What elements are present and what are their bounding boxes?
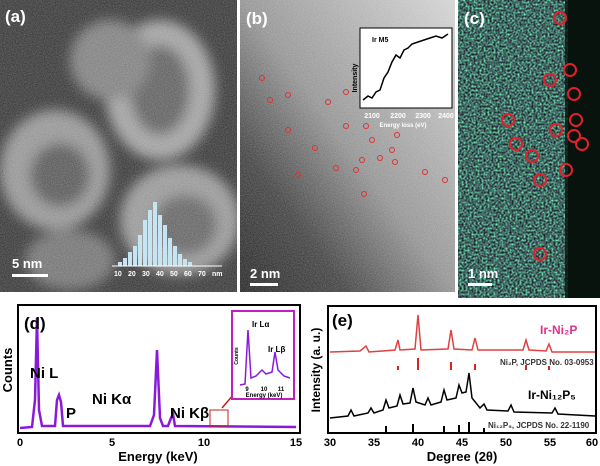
scale-bar [12, 274, 48, 277]
tick-label: nm [212, 271, 223, 278]
y-axis-label: Counts [0, 348, 15, 393]
tick-label: 45 [456, 437, 468, 449]
tick-label: 10 [114, 271, 122, 278]
tick-label: 60 [184, 271, 192, 278]
reference-sticks-ni12p5 [385, 422, 485, 432]
atom-markers [259, 75, 448, 197]
peak-label: Ni Kβ [170, 405, 209, 422]
tick-label: 50 [500, 437, 512, 449]
histogram [112, 202, 222, 267]
trace-label: Ir-Ni₁₂P₅ [528, 388, 576, 402]
peak-labels: Ni L P Ni Kα Ni Kβ [30, 365, 209, 422]
panel-label: (c) [464, 9, 485, 28]
trace-label: Ir-Ni₂P [540, 323, 577, 337]
reference-sticks-ni2p [397, 358, 550, 370]
inset-ticks: 9 10 11 [245, 387, 285, 393]
scale-bar-label: 1 nm [468, 266, 498, 281]
tick-label: 2300 [415, 113, 431, 120]
panel-label: (b) [246, 9, 268, 28]
zoom-box [209, 409, 229, 427]
tick-label: 15 [290, 437, 302, 449]
tick-label: 9 [245, 387, 249, 393]
scale-bar [250, 283, 278, 286]
atom-markers [501, 11, 589, 261]
scale-bar-label: 2 nm [250, 266, 280, 281]
x-ticks: 0 5 10 15 [17, 437, 302, 449]
eels-trace [362, 33, 449, 101]
tick-label: 10 [261, 387, 268, 393]
inset-xlabel: Energy loss (eV) [379, 123, 426, 129]
tick-label: 10 [198, 437, 210, 449]
x-axis-label: Energy (keV) [118, 449, 197, 464]
peak-label: Ir Lα [252, 320, 269, 329]
panel-label: (d) [24, 314, 46, 333]
tem-image [0, 0, 237, 292]
inset-xlabel: Energy (keV) [246, 393, 283, 399]
peak-label: Ir Lβ [268, 345, 285, 354]
tick-label: 70 [198, 271, 206, 278]
tick-label: 30 [142, 271, 150, 278]
eels-inset [359, 27, 453, 109]
image-noise [0, 0, 237, 292]
peak-label: Ni Kα [92, 391, 132, 408]
eds-spectrum [19, 317, 297, 430]
peak-label: P [66, 405, 76, 422]
inset-spectrum [239, 329, 291, 386]
scale-bar [468, 283, 492, 286]
histogram-ticks: 10 20 30 40 50 60 70 nm [114, 271, 223, 278]
tick-label: 50 [170, 271, 178, 278]
tick-label: 2100 [364, 113, 380, 120]
x-ticks: 30 35 40 45 50 55 60 [324, 437, 598, 449]
tick-label: 2400 [438, 113, 454, 120]
panel-label: (e) [332, 311, 353, 330]
reference-label: Ni₂P, JCPDS No. 03-0953 [500, 358, 594, 367]
panel-label: (a) [5, 7, 26, 26]
scale-bar-label: 5 nm [12, 256, 42, 271]
xrd-trace-ir-ni12p5 [329, 372, 596, 419]
tick-label: 11 [278, 387, 285, 393]
tick-label: 60 [586, 437, 598, 449]
tick-label: 5 [109, 437, 115, 449]
y-axis-label: Intensity (a. u.) [309, 328, 323, 413]
peak-label: Ni L [30, 365, 58, 382]
tick-label: 20 [128, 271, 136, 278]
tick-label: 40 [412, 437, 424, 449]
inset-ylabel: Intensity [352, 64, 359, 93]
tick-label: 0 [17, 437, 23, 449]
inset-title: Ir M5 [372, 37, 388, 44]
tick-label: 35 [368, 437, 380, 449]
inset-ylabel: Counts [234, 347, 240, 364]
inset-ticks: 2100 2200 2300 2400 [364, 113, 454, 120]
tick-label: 40 [156, 271, 164, 278]
tick-label: 55 [544, 437, 556, 449]
tick-label: 2200 [390, 113, 406, 120]
x-axis-label: Degree (2θ) [427, 449, 498, 464]
tick-label: 30 [324, 437, 336, 449]
reference-label: Ni₁₂P₅, JCPDS No. 22-1190 [488, 421, 590, 430]
xrd-trace-ir-ni2p [329, 314, 595, 353]
